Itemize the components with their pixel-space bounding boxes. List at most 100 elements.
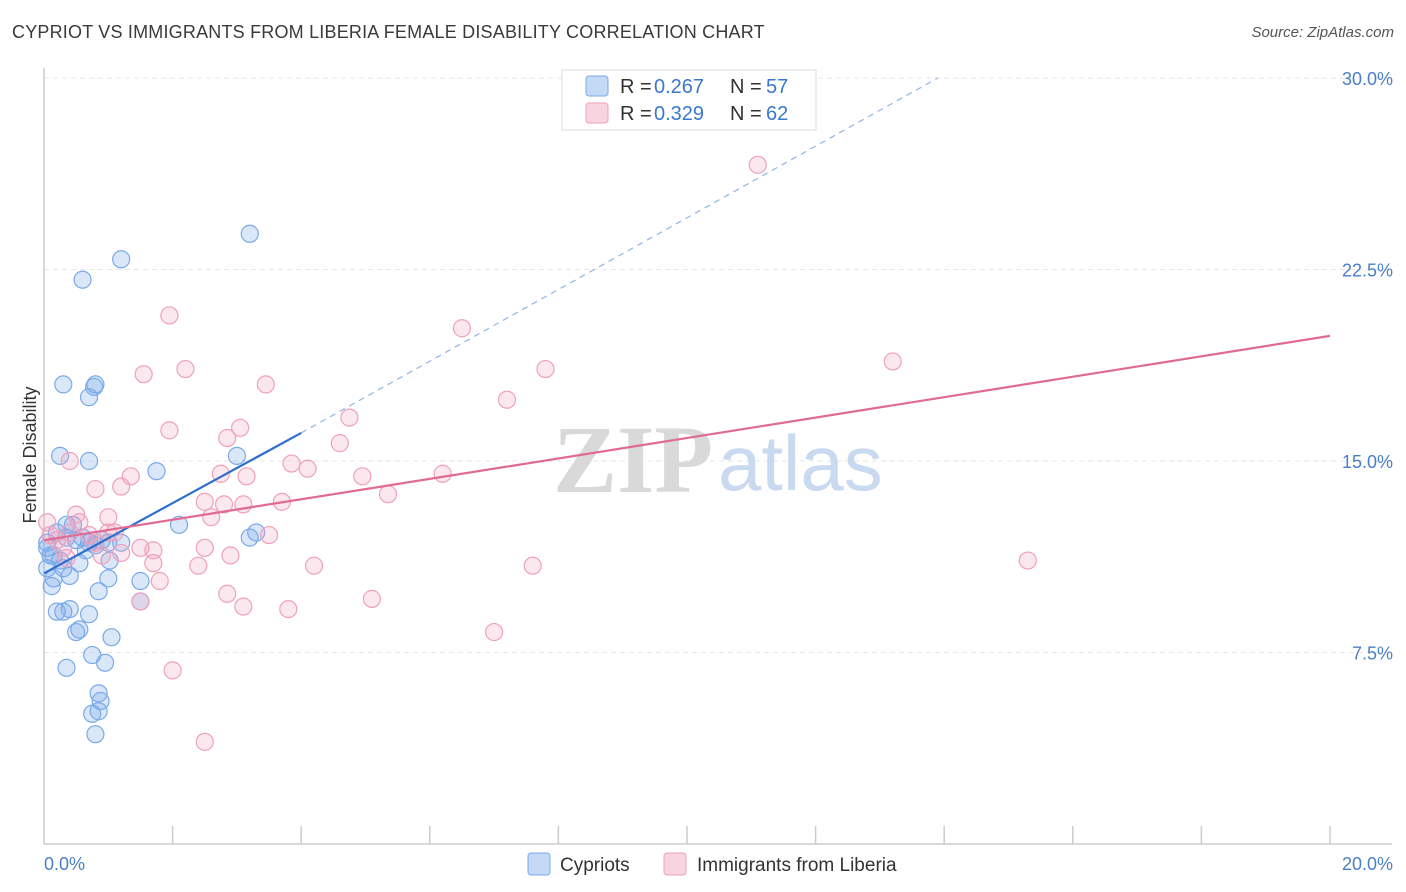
cypriot-point [147,462,166,481]
cypriot-point [67,622,86,642]
liberia-point [883,352,902,371]
chart-title: CYPRIOT VS IMMIGRANTS FROM LIBERIA FEMAL… [12,22,765,42]
cypriot-point [169,515,189,534]
legend-r-label-cypriots: R = [620,76,652,98]
x-tick-label: 20.0% [1342,854,1393,874]
liberia-point [497,390,517,409]
watermark-zip: ZIP [553,406,713,513]
y-tick-label: 7.5% [1352,644,1393,664]
bottom-legend: Cypriots Immigrants from Liberia [527,852,897,876]
liberia-point [176,359,195,379]
liberia-point [121,467,140,486]
y-axis-label: Female Disability [20,386,40,523]
y-tick-label: 15.0% [1342,452,1393,472]
cypriot-point [95,653,115,672]
legend-r-label-liberia: R = [620,103,652,125]
liberia-point [70,513,89,532]
cypriot-point [79,451,99,471]
cypriot-point [85,377,104,397]
liberia-point [340,408,359,427]
tick-labels: 7.5% 15.0% 22.5% 30.0% 0.0% 20.0% [44,69,1393,874]
bottom-legend-label-cypriots: Cypriots [560,855,630,876]
cypriot-point [79,388,99,407]
trend-lines [43,77,1331,575]
liberia-point [485,622,504,642]
liberia-point [304,556,324,575]
bottom-legend-swatch-cypriots [527,852,551,876]
liberia-point [259,525,279,545]
cypriot-point [89,702,108,721]
legend-frame [561,69,817,131]
cypriot-point [102,628,121,647]
cypriot-point [112,250,131,269]
cypriot-point [42,577,61,596]
liberia-point [221,546,240,565]
cypriot-point [131,571,150,591]
cypriot-trend-extension [300,77,939,434]
liberia-point [298,459,317,478]
liberia-point [234,597,253,616]
legend-n-value-liberia: 62 [766,103,788,125]
legend-swatch-cypriots [585,75,609,97]
liberia-point [195,492,214,511]
cypriot-point [99,569,118,588]
liberia-point [86,479,105,499]
legend-box: R = 0.267 N = 57 R = 0.329 N = 62 [561,69,817,131]
liberia-point [160,306,179,325]
cypriot-point [112,533,131,552]
cypriot-point [227,446,246,465]
liberia-point [112,543,131,563]
cypriot-point [89,582,108,601]
cypriot-point [86,725,105,744]
liberia-point [144,541,163,560]
legend-swatch-liberia [585,102,609,124]
legend-n-label-cypriots: N = [730,76,762,98]
cypriot-point [70,620,89,639]
data-points [38,155,1037,751]
liberia-point [163,661,182,680]
bottom-legend-label-liberia: Immigrants from Liberia [697,855,897,876]
cypriot-trend-line [43,431,302,575]
legend-r-value-liberia: 0.329 [654,103,704,125]
legend-n-label-liberia: N = [730,103,762,125]
liberia-point [60,451,79,471]
grid-lines [44,77,1392,653]
liberia-point [362,589,382,608]
x-tick-label: 0.0% [44,854,85,874]
liberia-point [256,375,275,394]
liberia-point [92,546,111,565]
liberia-point [536,359,555,379]
source-credit: Source: ZipAtlas.com [1251,24,1394,41]
liberia-point [237,467,256,486]
cypriot-point [57,658,76,677]
liberia-point [195,538,214,557]
liberia-point [452,319,472,338]
cypriot-point [60,566,79,586]
liberia-point [195,732,214,751]
liberia-point [433,464,452,483]
liberia-point [218,584,237,603]
liberia-point [218,428,237,448]
watermark: ZIP atlas [553,406,883,513]
liberia-point [378,485,398,504]
liberia-point [523,556,542,575]
liberia-point [131,592,150,611]
liberia-point [279,599,298,619]
liberia-point [1018,551,1037,570]
cypriot-point [50,446,70,465]
liberia-trend-line [43,334,1331,542]
liberia-point [189,556,208,575]
liberia-point [231,418,250,437]
axes [43,68,1392,845]
legend-n-value-cypriots: 57 [766,76,788,98]
bottom-legend-swatch-liberia [663,852,687,876]
watermark-atlas: atlas [718,419,883,507]
cypriot-point [60,599,79,619]
cypriot-point [240,224,259,243]
liberia-point [748,155,767,174]
liberia-point [330,434,349,453]
cypriot-point [73,270,92,289]
liberia-point [214,495,234,514]
liberia-point [160,421,179,440]
